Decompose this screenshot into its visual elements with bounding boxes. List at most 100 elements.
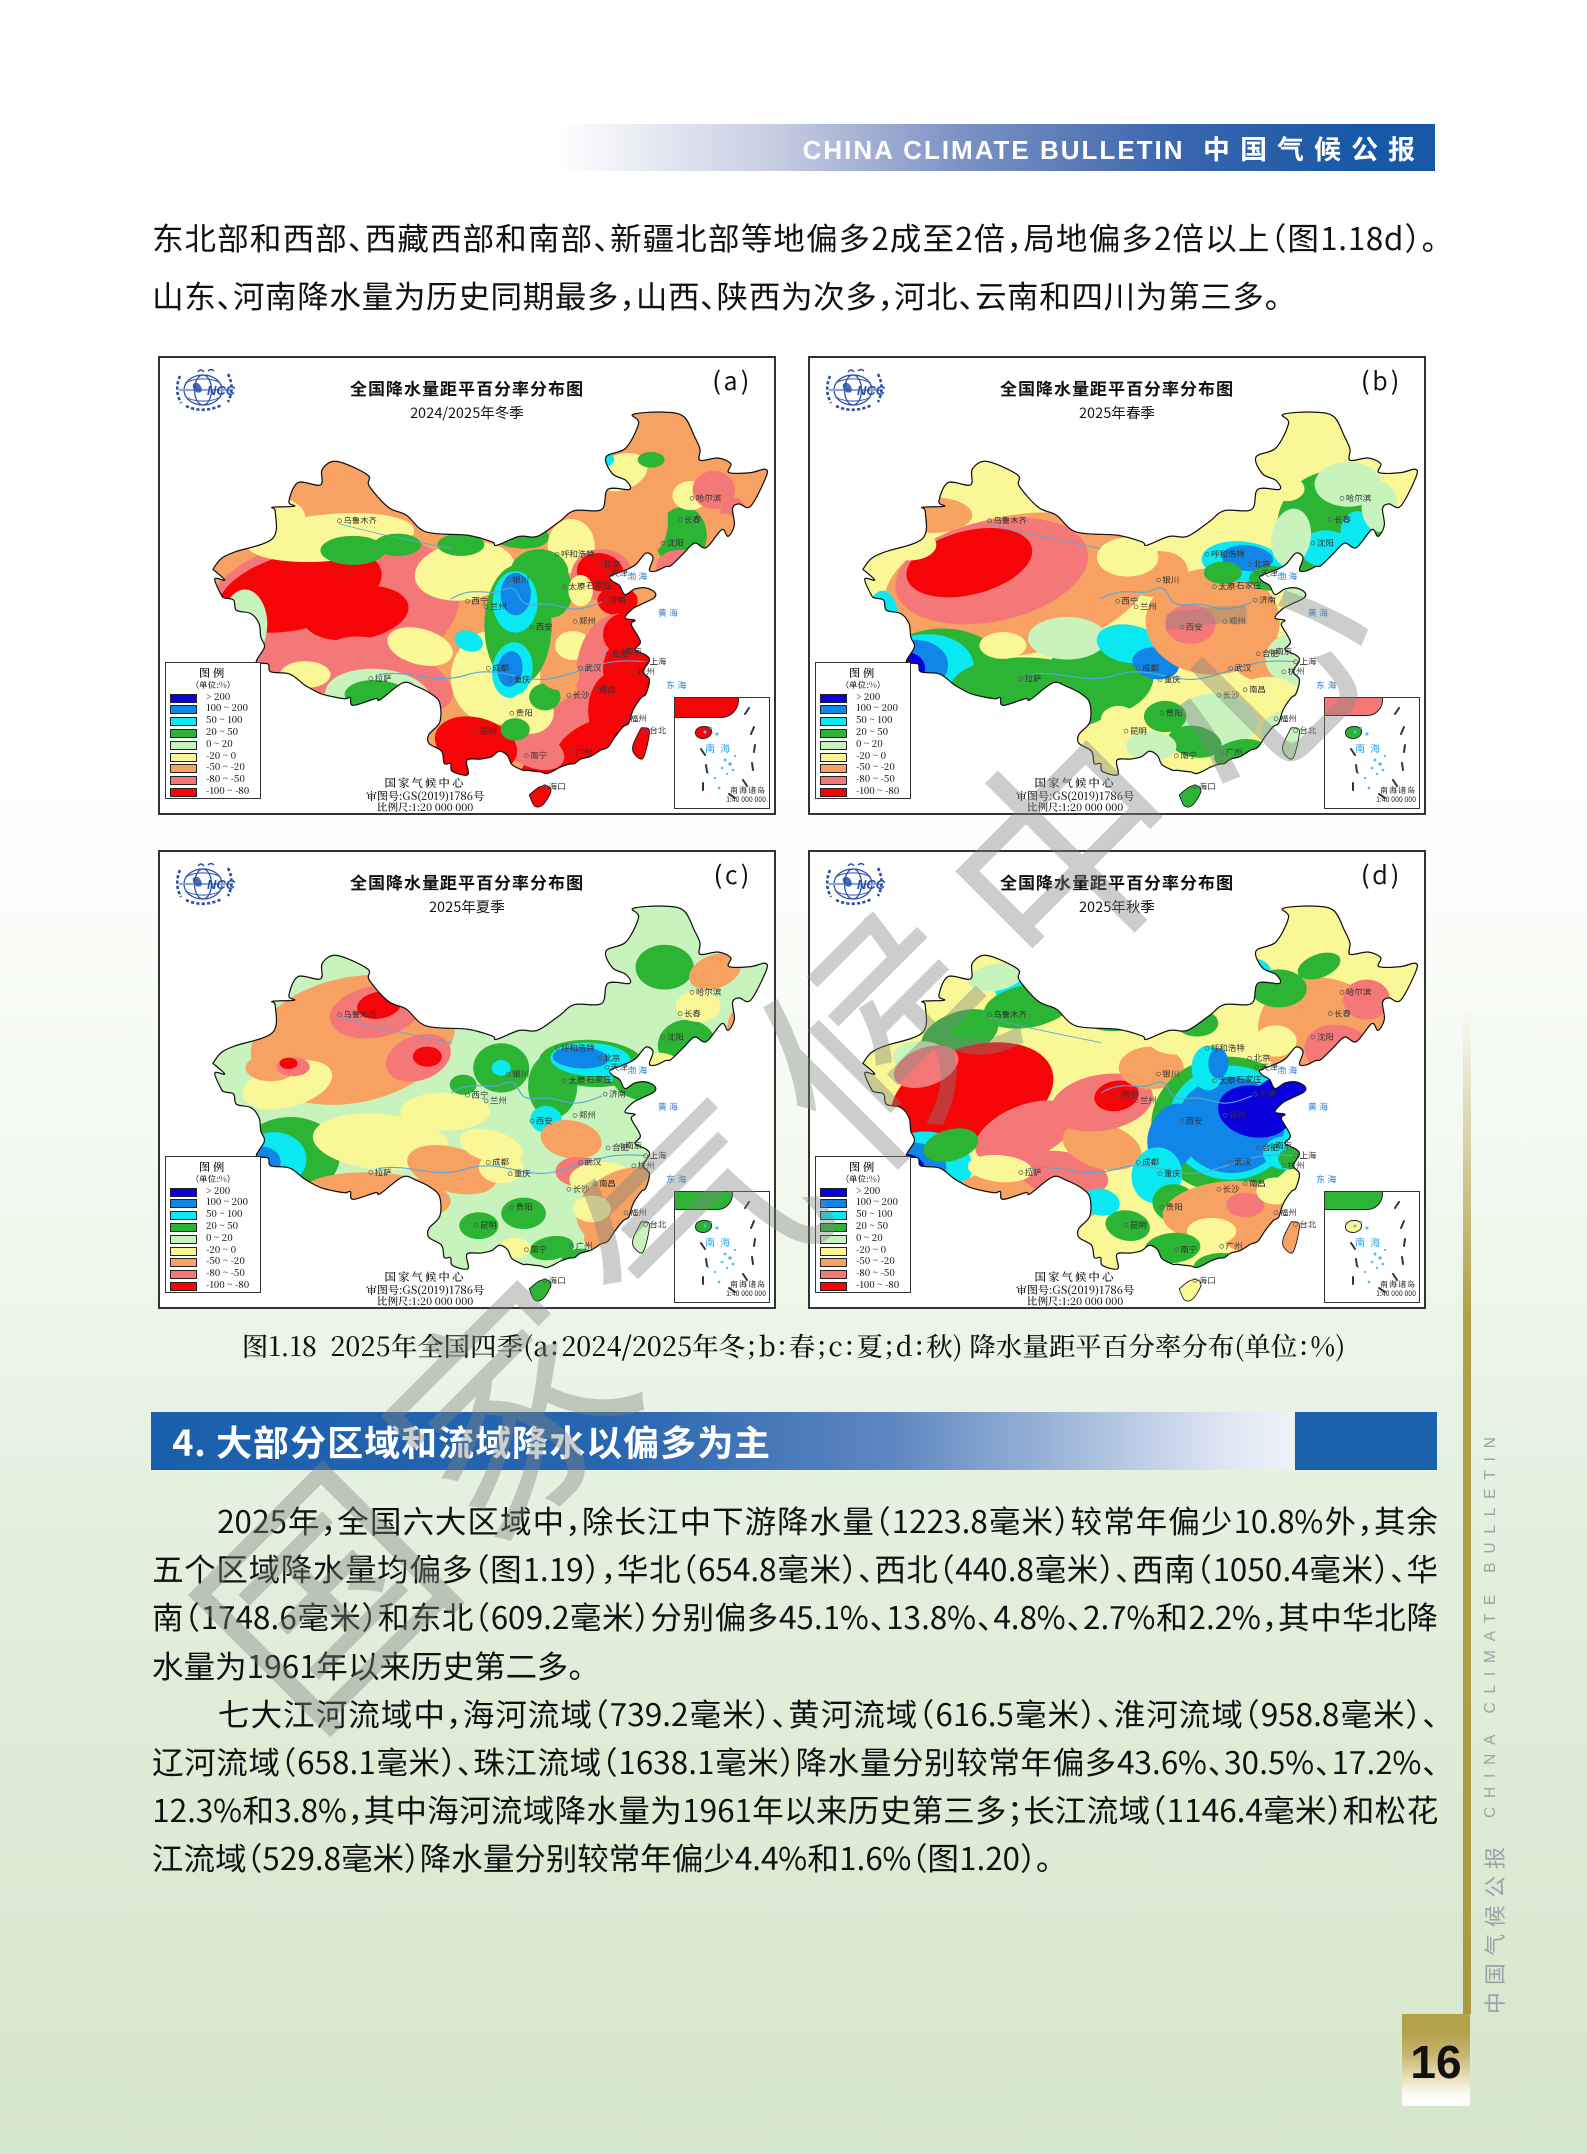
svg-text:拉萨: 拉萨 bbox=[1025, 672, 1042, 684]
svg-text:郑州: 郑州 bbox=[1229, 1109, 1246, 1121]
svg-text:武汉: 武汉 bbox=[585, 1156, 602, 1168]
svg-text:拉萨: 拉萨 bbox=[375, 1166, 392, 1178]
svg-text:兰州: 兰州 bbox=[1140, 601, 1157, 613]
svg-text:合肥: 合肥 bbox=[612, 1142, 629, 1154]
svg-text:乌鲁木齐: 乌鲁木齐 bbox=[993, 515, 1027, 527]
svg-text:济南: 济南 bbox=[1259, 1088, 1276, 1100]
svg-text:天津: 天津 bbox=[1261, 1061, 1278, 1073]
svg-text:合肥: 合肥 bbox=[612, 648, 629, 660]
svg-text:重庆: 重庆 bbox=[514, 1167, 531, 1179]
svg-text:海口: 海口 bbox=[1199, 1274, 1216, 1286]
svg-text:哈尔滨: 哈尔滨 bbox=[696, 492, 722, 504]
svg-text:济南: 济南 bbox=[609, 594, 626, 606]
svg-text:长沙: 长沙 bbox=[1223, 1183, 1240, 1195]
svg-text:杭州: 杭州 bbox=[637, 666, 655, 678]
svg-text:福州: 福州 bbox=[1280, 1207, 1297, 1219]
svg-text:哈尔滨: 哈尔滨 bbox=[696, 986, 722, 998]
svg-text:东海: 东海 bbox=[666, 1173, 688, 1186]
svg-text:渤海: 渤海 bbox=[627, 569, 649, 582]
svg-text:海口: 海口 bbox=[1199, 780, 1216, 792]
svg-text:北京: 北京 bbox=[1254, 558, 1271, 570]
svg-text:南京: 南京 bbox=[625, 645, 642, 657]
svg-text:银川: 银川 bbox=[1161, 1068, 1179, 1080]
svg-text:太原: 太原 bbox=[1218, 1075, 1235, 1087]
svg-text:武汉: 武汉 bbox=[1235, 662, 1252, 674]
svg-text:西宁: 西宁 bbox=[1122, 595, 1139, 607]
svg-text:石家庄: 石家庄 bbox=[1236, 1073, 1262, 1085]
svg-text:南宁: 南宁 bbox=[530, 750, 547, 762]
svg-text:西安: 西安 bbox=[1186, 1115, 1203, 1127]
svg-text:南宁: 南宁 bbox=[530, 1244, 547, 1256]
svg-text:台北: 台北 bbox=[649, 724, 666, 736]
svg-text:台北: 台北 bbox=[1299, 724, 1316, 736]
svg-text:太原: 太原 bbox=[568, 581, 585, 593]
svg-text:合肥: 合肥 bbox=[1262, 648, 1279, 660]
svg-text:昆明: 昆明 bbox=[480, 725, 497, 737]
svg-text:杭州: 杭州 bbox=[1287, 1160, 1305, 1172]
svg-text:昆明: 昆明 bbox=[480, 1219, 497, 1231]
svg-text:天津: 天津 bbox=[1261, 567, 1278, 579]
svg-text:沈阳: 沈阳 bbox=[1317, 1031, 1334, 1043]
svg-text:昆明: 昆明 bbox=[1130, 725, 1147, 737]
svg-text:西宁: 西宁 bbox=[1122, 1089, 1139, 1101]
svg-text:长沙: 长沙 bbox=[573, 689, 590, 701]
svg-text:郑州: 郑州 bbox=[579, 1109, 596, 1121]
svg-text:呼和浩特: 呼和浩特 bbox=[561, 1042, 595, 1054]
svg-text:长春: 长春 bbox=[1334, 513, 1351, 525]
svg-text:西宁: 西宁 bbox=[472, 1089, 489, 1101]
svg-text:上海: 上海 bbox=[1299, 656, 1316, 668]
svg-text:成都: 成都 bbox=[492, 662, 509, 674]
svg-text:成都: 成都 bbox=[492, 1156, 509, 1168]
svg-text:合肥: 合肥 bbox=[1262, 1142, 1279, 1154]
svg-text:南昌: 南昌 bbox=[599, 683, 616, 695]
svg-text:福州: 福州 bbox=[1280, 713, 1297, 725]
svg-text:贵阳: 贵阳 bbox=[516, 1201, 533, 1213]
svg-text:兰州: 兰州 bbox=[1140, 1095, 1157, 1107]
svg-text:沈阳: 沈阳 bbox=[667, 1031, 684, 1043]
svg-text:上海: 上海 bbox=[649, 656, 666, 668]
svg-text:东海: 东海 bbox=[666, 679, 688, 692]
svg-text:南昌: 南昌 bbox=[1249, 683, 1266, 695]
svg-text:黄海: 黄海 bbox=[1308, 606, 1330, 619]
svg-text:西宁: 西宁 bbox=[472, 595, 489, 607]
svg-text:银川: 银川 bbox=[1161, 574, 1179, 586]
svg-text:拉萨: 拉萨 bbox=[1025, 1166, 1042, 1178]
svg-text:南昌: 南昌 bbox=[1249, 1177, 1266, 1189]
svg-text:石家庄: 石家庄 bbox=[586, 579, 612, 591]
svg-text:昆明: 昆明 bbox=[1130, 1219, 1147, 1231]
svg-text:杭州: 杭州 bbox=[1287, 666, 1305, 678]
svg-text:石家庄: 石家庄 bbox=[586, 1073, 612, 1085]
svg-text:海口: 海口 bbox=[549, 1274, 566, 1286]
svg-text:乌鲁木齐: 乌鲁木齐 bbox=[343, 515, 377, 527]
svg-text:沈阳: 沈阳 bbox=[667, 537, 684, 549]
svg-text:黄海: 黄海 bbox=[658, 606, 680, 619]
svg-text:北京: 北京 bbox=[604, 1052, 621, 1064]
svg-text:杭州: 杭州 bbox=[637, 1160, 655, 1172]
svg-text:济南: 济南 bbox=[609, 1088, 626, 1100]
svg-text:南京: 南京 bbox=[1275, 645, 1292, 657]
svg-text:重庆: 重庆 bbox=[1164, 673, 1181, 685]
svg-text:乌鲁木齐: 乌鲁木齐 bbox=[343, 1009, 377, 1021]
svg-text:成都: 成都 bbox=[1142, 662, 1159, 674]
svg-text:西安: 西安 bbox=[536, 621, 553, 633]
svg-text:成都: 成都 bbox=[1142, 1156, 1159, 1168]
svg-text:海口: 海口 bbox=[549, 780, 566, 792]
svg-text:北京: 北京 bbox=[1254, 1052, 1271, 1064]
svg-text:黄海: 黄海 bbox=[1308, 1100, 1330, 1113]
svg-text:重庆: 重庆 bbox=[1164, 1167, 1181, 1179]
svg-text:广州: 广州 bbox=[1226, 746, 1243, 758]
svg-text:福州: 福州 bbox=[630, 1207, 647, 1219]
svg-text:长春: 长春 bbox=[684, 513, 701, 525]
svg-text:银川: 银川 bbox=[511, 1068, 529, 1080]
svg-text:银川: 银川 bbox=[511, 574, 529, 586]
svg-text:郑州: 郑州 bbox=[1229, 615, 1246, 627]
svg-text:武汉: 武汉 bbox=[585, 662, 602, 674]
svg-text:渤海: 渤海 bbox=[627, 1063, 649, 1076]
svg-text:上海: 上海 bbox=[1299, 1150, 1316, 1162]
svg-text:NCC: NCC bbox=[857, 877, 886, 892]
svg-text:NCC: NCC bbox=[857, 383, 886, 398]
svg-text:东海: 东海 bbox=[1316, 1173, 1338, 1186]
svg-text:NCC: NCC bbox=[207, 877, 236, 892]
svg-text:天津: 天津 bbox=[611, 1061, 628, 1073]
svg-text:广州: 广州 bbox=[1226, 1240, 1243, 1252]
